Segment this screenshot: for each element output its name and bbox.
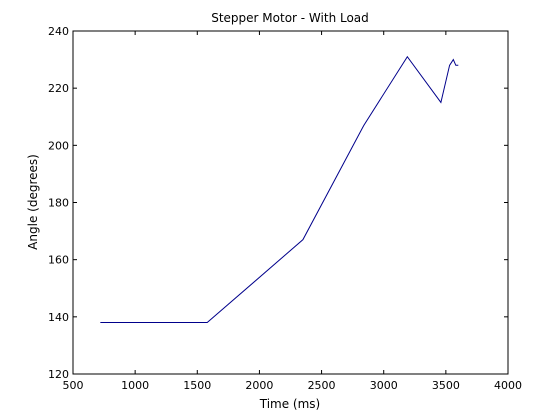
data-line (100, 55, 459, 324)
x-tick-label: 1000 (121, 379, 149, 392)
y-tick-label: 220 (48, 82, 69, 95)
y-tick-label: 180 (48, 197, 69, 210)
x-tick-label: 500 (63, 379, 84, 392)
y-tick-label: 200 (48, 139, 69, 152)
y-tick-label: 240 (48, 25, 69, 38)
y-tick-label: 140 (48, 311, 69, 324)
x-axis-label: Time (ms) (259, 397, 321, 411)
x-tick-label: 2000 (245, 379, 273, 392)
chart-title: Stepper Motor - With Load (211, 11, 369, 25)
x-tick-label: 3000 (370, 379, 398, 392)
x-tick-label: 4000 (494, 379, 522, 392)
x-axis-ticks: 500 1000 1500 2000 2500 3000 3500 4000 (63, 31, 522, 392)
x-tick-label: 2500 (308, 379, 336, 392)
x-tick-label: 3500 (432, 379, 460, 392)
y-axis-label: Angle (degrees) (26, 154, 40, 250)
x-tick-label: 1500 (183, 379, 211, 392)
y-tick-label: 160 (48, 254, 69, 267)
y-tick-label: 120 (48, 368, 69, 381)
y-axis-ticks: 120 140 160 180 200 220 240 (48, 25, 508, 381)
plot-area (72, 30, 509, 375)
